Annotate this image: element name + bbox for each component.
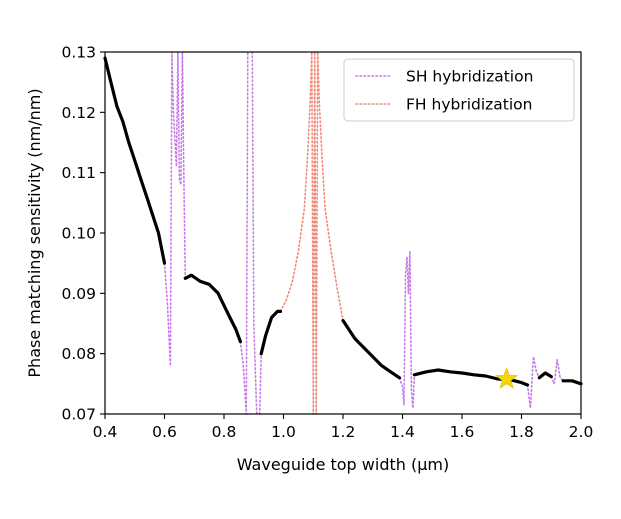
star-marker [495, 366, 519, 389]
sh-hybridization-segment [526, 355, 541, 409]
x-tick-label: 2.0 [569, 423, 594, 441]
x-axis-label: Waveguide top width (μm) [237, 455, 449, 474]
sh-hybridization-segment [239, 51, 249, 415]
y-tick-label: 0.11 [61, 164, 96, 182]
fh-hybridization-segment [279, 51, 344, 415]
sh-hybridization-segment [398, 250, 416, 409]
sensitivity-curve-segment [183, 273, 242, 344]
sh-hybridization-segment [251, 51, 258, 415]
x-tick-label: 1.8 [509, 423, 534, 441]
legend-box [343, 58, 575, 122]
sensitivity-curve-segment [561, 379, 583, 386]
y-tick-label: 0.07 [61, 406, 96, 424]
x-tick-label: 1.4 [390, 423, 415, 441]
legend-label: SH hybridization [406, 68, 533, 86]
series-layer [103, 51, 583, 415]
x-tick-label: 0.6 [152, 423, 177, 441]
x-tick-label: 1.2 [331, 423, 356, 441]
y-axis-label: Phase matching sensitivity (nm/nm) [25, 88, 44, 377]
sensitivity-curve-segment [341, 318, 402, 380]
y-tick-label: 0.10 [61, 225, 96, 243]
x-axis: 0.4 0.6 0.8 1.0 1.2 1.4 1.6 1.8 2.0 [93, 414, 594, 441]
sensitivity-curve-segment [412, 368, 530, 387]
x-tick-label: 1.0 [271, 423, 296, 441]
legend-label: FH hybridization [406, 96, 532, 114]
sensitivity-curve-segment [259, 309, 283, 356]
sensitivity-curve-segment [103, 56, 167, 265]
x-tick-label: 1.6 [450, 423, 475, 441]
sh-hybridization-segment [163, 51, 187, 367]
y-tick-label: 0.08 [61, 345, 96, 363]
y-tick-label: 0.09 [61, 285, 96, 303]
sh-hybridization-segment [258, 352, 262, 415]
sh-hybridization-segment [550, 358, 564, 385]
x-tick-label: 0.4 [93, 423, 118, 441]
x-tick-label: 0.8 [212, 423, 237, 441]
sensitivity-curve-segment [537, 371, 553, 380]
legend: SH hybridization FH hybridization [343, 58, 575, 122]
y-tick-label: 0.12 [61, 104, 96, 122]
y-tick-label: 0.13 [61, 44, 96, 62]
y-axis: 0.07 0.08 0.09 0.10 0.11 0.12 0.13 [61, 44, 105, 424]
